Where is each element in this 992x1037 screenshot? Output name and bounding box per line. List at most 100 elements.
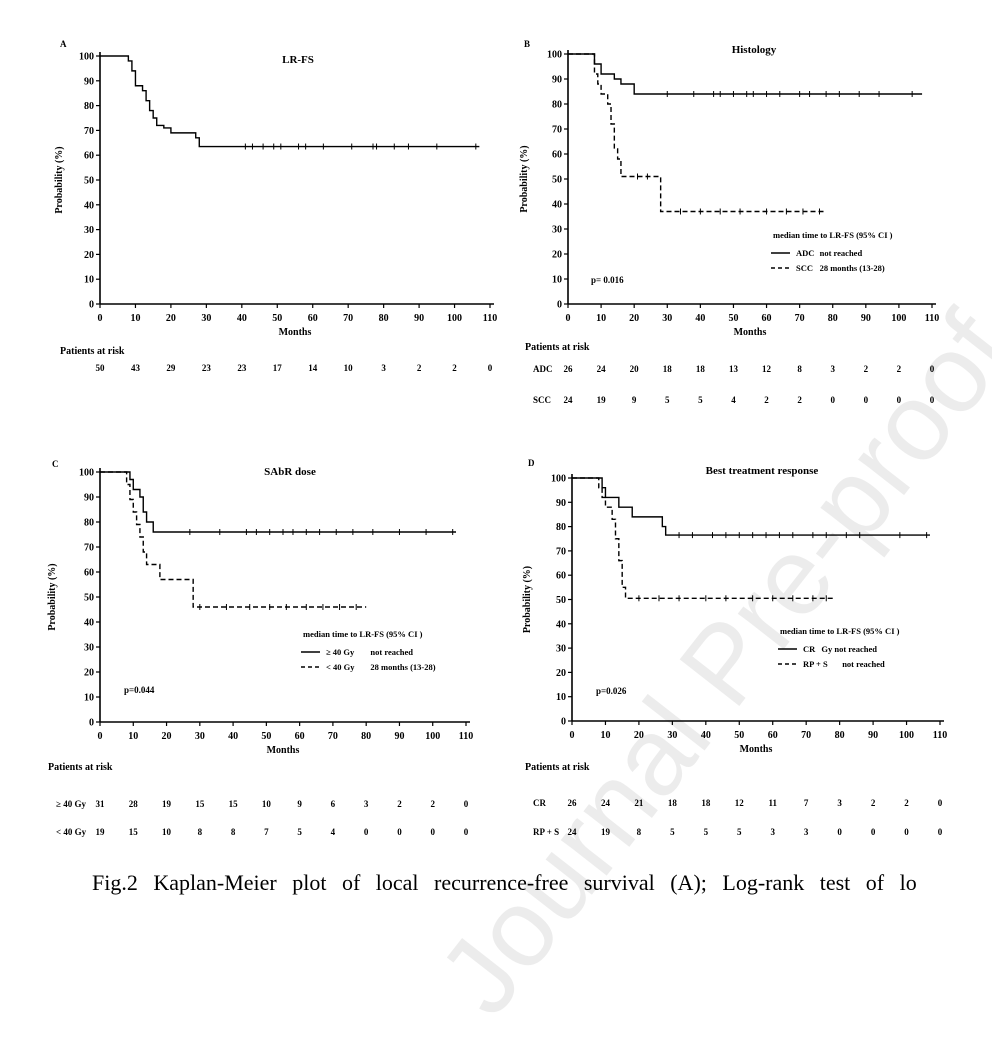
y-tick-label: 20 [552,250,562,261]
risk-count: 12 [762,364,772,374]
panel-letter: C [52,459,59,469]
x-tick-label: 30 [195,731,205,742]
y-tick-label: 100 [79,52,94,63]
risk-row-label: SCC [533,395,551,405]
x-tick-label: 70 [328,731,338,742]
risk-count: 29 [166,363,176,373]
risk-count: 2 [397,799,402,809]
risk-row-label: RP + S [533,827,559,837]
y-tick-label: 70 [556,546,566,557]
y-tick-label: 80 [556,522,566,533]
risk-count: 24 [568,827,578,837]
risk-count: 5 [297,827,302,837]
x-tick-label: 20 [166,313,176,324]
y-tick-label: 60 [556,571,566,582]
x-tick-label: 30 [201,313,211,324]
risk-count: 11 [768,798,777,808]
x-tick-label: 40 [237,313,247,324]
x-tick-label: 0 [566,313,571,324]
panel-title: LR-FS [282,54,314,66]
risk-count: 0 [897,395,902,405]
risk-count: 2 [797,395,802,405]
y-tick-label: 60 [552,150,562,161]
y-tick-label: 20 [84,668,94,679]
legend-series-note: not reached [820,248,863,258]
risk-count: 6 [331,799,336,809]
risk-count: 19 [601,827,611,837]
x-tick-label: 40 [228,731,238,742]
risk-count: 19 [597,395,607,405]
risk-count: 0 [938,827,943,837]
p-value: p=0.044 [124,685,155,695]
risk-count: 0 [938,798,943,808]
x-tick-label: 60 [762,313,772,324]
risk-count: 28 [129,799,139,809]
risk-count: 2 [904,798,909,808]
survival-curve-rp-s [572,477,833,599]
risk-count: 24 [564,395,574,405]
legend-series-note: not reached [842,659,885,669]
x-tick-label: 110 [483,313,497,324]
risk-count: 18 [663,364,673,374]
risk-count: 15 [229,799,239,809]
risk-count: 8 [198,827,203,837]
risk-count: 3 [804,827,809,837]
risk-count: 12 [735,798,745,808]
risk-count: 0 [930,364,935,374]
survival-curve-overall [100,55,480,148]
panel-letter: B [524,39,530,49]
x-tick-label: 0 [98,731,103,742]
x-tick-label: 60 [308,313,318,324]
y-tick-label: 0 [557,300,562,311]
y-tick-label: 0 [89,718,94,729]
x-tick-label: 30 [662,313,672,324]
risk-count: 3 [381,363,386,373]
x-tick-label: 20 [634,730,644,741]
x-tick-label: 100 [891,313,906,324]
y-tick-label: 70 [84,543,94,554]
risk-count: 0 [397,827,402,837]
risk-count: 0 [364,827,369,837]
x-tick-label: 70 [343,313,353,324]
risk-table-header: Patients at risk [60,346,125,357]
y-tick-label: 90 [552,75,562,86]
risk-count: 4 [731,395,736,405]
panel-title: Best treatment response [706,465,819,477]
risk-row-label: CR [533,798,546,808]
x-tick-label: 60 [768,730,778,741]
panel-letter: D [528,458,535,468]
x-tick-label: 10 [596,313,606,324]
y-tick-label: 60 [84,568,94,579]
x-tick-label: 0 [570,730,575,741]
risk-count: 17 [273,363,283,373]
legend-series-note: 28 months (13-28) [820,263,885,273]
y-tick-label: 70 [84,126,94,137]
x-tick-label: 110 [459,731,473,742]
x-tick-label: 90 [868,730,878,741]
x-tick-label: 110 [925,313,939,324]
legend-series-name: RP + S [803,659,828,669]
x-tick-label: 40 [695,313,705,324]
y-tick-label: 10 [552,275,562,286]
risk-count: 4 [331,827,336,837]
p-value: p=0.026 [596,686,627,696]
risk-count: 43 [131,363,141,373]
risk-count: 9 [297,799,302,809]
risk-table-header: Patients at risk [525,762,590,773]
legend-series-name: CR [803,644,816,654]
y-tick-label: 50 [84,176,94,187]
risk-count: 18 [696,364,706,374]
risk-count: 19 [96,827,106,837]
x-tick-label: 50 [734,730,744,741]
risk-count: 14 [308,363,318,373]
y-tick-label: 40 [84,618,94,629]
risk-row-label: ≥ 40 Gy [56,799,86,809]
y-tick-label: 80 [552,100,562,111]
y-tick-label: 70 [552,125,562,136]
y-tick-label: 90 [84,76,94,87]
risk-count: 0 [830,395,835,405]
y-tick-label: 80 [84,101,94,112]
x-tick-label: 80 [361,731,371,742]
